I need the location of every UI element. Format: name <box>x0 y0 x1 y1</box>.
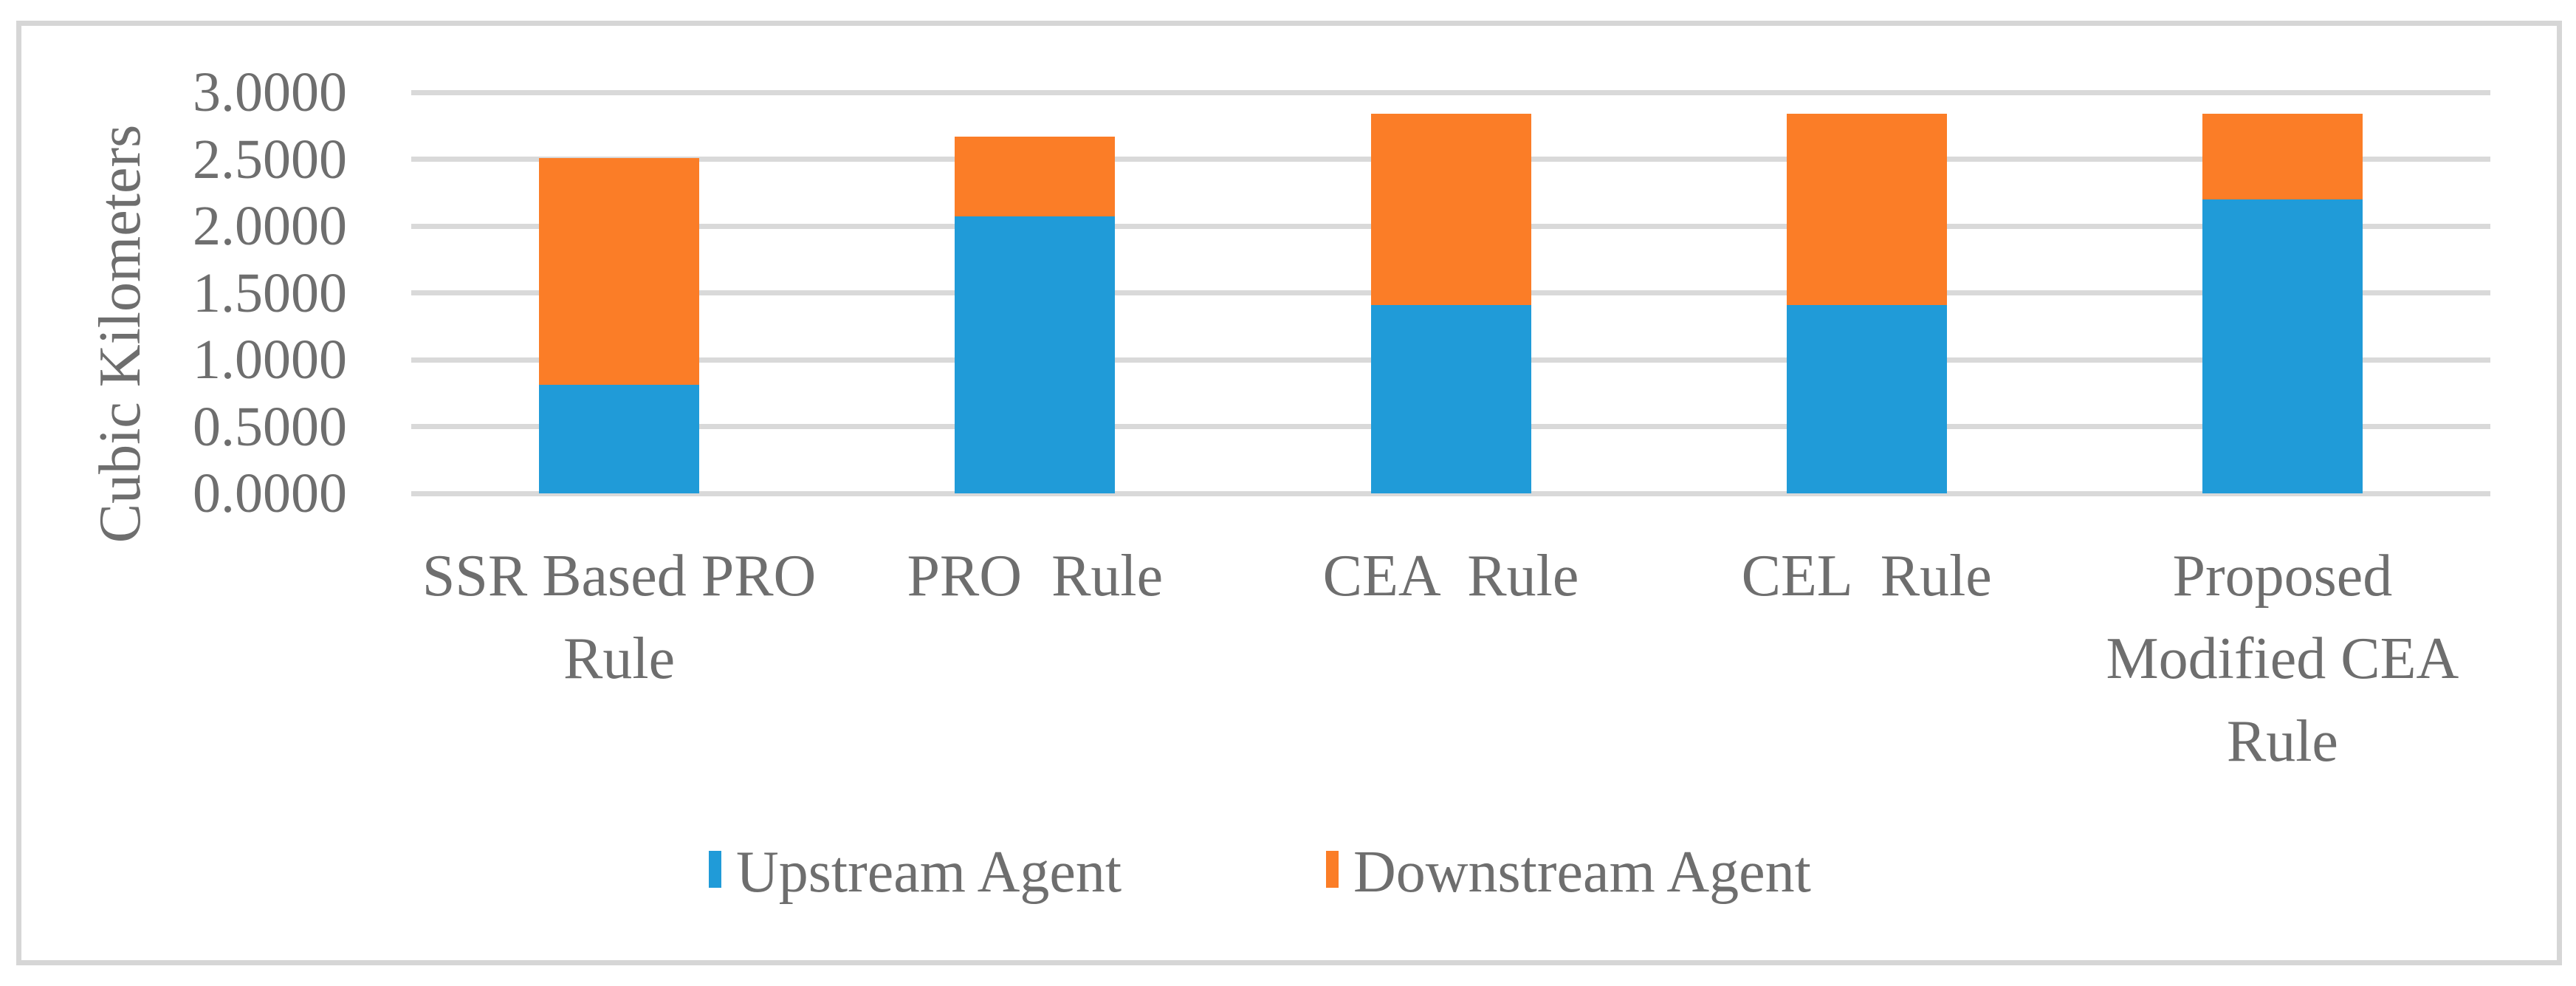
x-axis-label-line: PRO Rule <box>907 544 1164 609</box>
bar-segment-upstream-agent-ssr-based-pro-rule <box>539 385 700 493</box>
bar-segment-upstream-agent-cel-rule <box>1786 304 1947 493</box>
bar-segment-downstream-agent-pro-rule <box>955 136 1116 217</box>
y-tick-label: 1.5000 <box>193 261 347 324</box>
x-axis-label-line: SSR Based PRO <box>422 544 817 609</box>
bar-segment-downstream-agent-ssr-based-pro-rule <box>539 157 700 386</box>
y-tick-label: 1.0000 <box>193 329 347 391</box>
gridline-0.0 <box>411 490 2490 496</box>
legend-swatch-upstream-agent <box>709 851 721 888</box>
bar-segment-upstream-agent-proposed-modified-cea-rule <box>2202 199 2363 493</box>
bar-segment-downstream-agent-proposed-modified-cea-rule <box>2202 113 2363 199</box>
x-axis-label-cea-rule: CEA Rule <box>1222 535 1680 617</box>
gridline-3.0 <box>411 89 2490 95</box>
bar-segment-upstream-agent-cea-rule <box>1370 304 1531 493</box>
y-tick-label: 2.0000 <box>193 195 347 257</box>
y-tick-label: 3.0000 <box>193 61 347 123</box>
x-axis-label-line: CEL Rule <box>1741 544 1992 609</box>
x-axis-label-line: CEA Rule <box>1322 544 1579 609</box>
y-tick-label: 0.5000 <box>193 395 347 458</box>
y-tick-label: 0.0000 <box>193 462 347 524</box>
bar-segment-downstream-agent-cel-rule <box>1786 113 1947 305</box>
x-axis-label-line: Rule <box>2226 709 2338 774</box>
x-axis-label-line: Modified CEA <box>2106 626 2459 691</box>
legend-label-downstream-agent: Downstream Agent <box>1353 840 1811 905</box>
x-axis-label-pro-rule: PRO Rule <box>806 535 1264 617</box>
x-axis-label-ssr-based-pro-rule: SSR Based PRO Rule <box>391 535 848 700</box>
y-axis-title: Cubic Kilometers <box>88 124 153 544</box>
legend-swatch-downstream-agent <box>1326 851 1339 888</box>
y-tick-label: 2.5000 <box>193 128 347 191</box>
x-axis-label-proposed-modified-cea-rule: Proposed Modified CEA Rule <box>2053 535 2511 783</box>
bar-segment-upstream-agent-pro-rule <box>955 216 1116 493</box>
x-axis-label-line: Proposed <box>2172 544 2393 609</box>
x-axis-label-cel-rule: CEL Rule <box>1638 535 2095 617</box>
bar-segment-downstream-agent-cea-rule <box>1370 113 1531 305</box>
x-axis-label-line: Rule <box>563 626 676 691</box>
legend-label-upstream-agent: Upstream Agent <box>736 840 1122 905</box>
